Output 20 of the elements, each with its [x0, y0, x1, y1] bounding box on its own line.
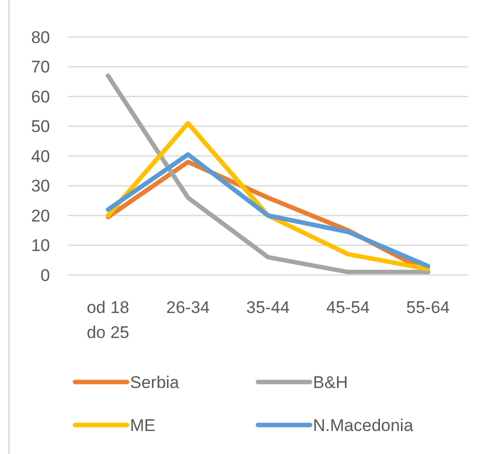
legend-label: Serbia	[130, 372, 180, 392]
y-tick-label: 20	[31, 206, 50, 226]
line-series	[106, 73, 430, 274]
y-tick-label: 0	[40, 266, 50, 285]
x-tick-label: 35-44	[246, 298, 290, 317]
y-tick-label: 60	[31, 87, 50, 106]
y-tick-label: 10	[31, 236, 50, 256]
y-tick-label: 80	[31, 28, 50, 47]
line-series	[106, 121, 430, 272]
x-tick-label: 55-64	[406, 298, 450, 317]
legend-label: B&H	[313, 372, 348, 392]
x-tick-label: 45-54	[326, 298, 370, 317]
legend-label: ME	[130, 416, 156, 435]
legend-label: N.Macedonia	[313, 416, 414, 435]
y-tick-label: 50	[31, 117, 50, 136]
y-tick-label: 30	[31, 176, 50, 196]
y-tick-label: 70	[31, 58, 50, 77]
y-tick-label: 40	[31, 146, 50, 166]
x-tick-label: 26-34	[166, 298, 210, 317]
x-tick-label: od 18 do 25	[86, 298, 130, 342]
